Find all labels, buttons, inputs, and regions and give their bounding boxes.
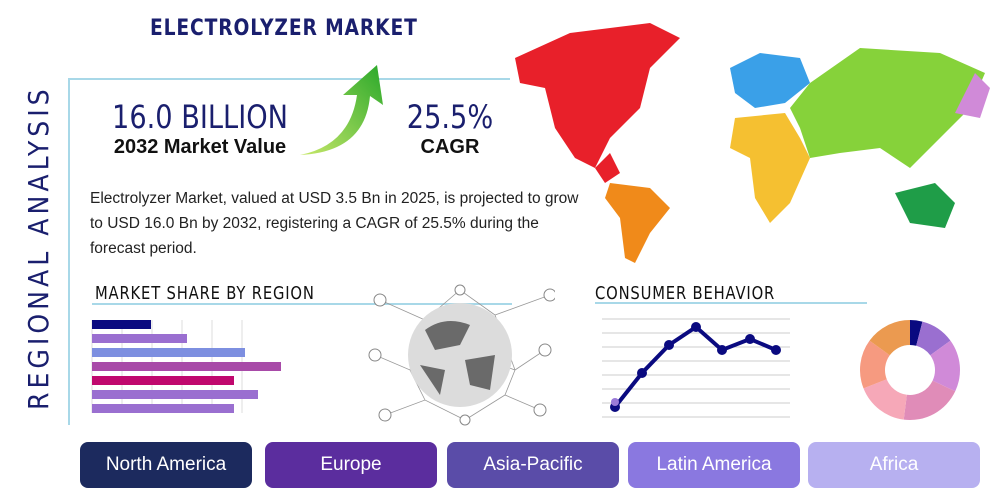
bar: [92, 390, 258, 399]
network-globe-icon: [368, 284, 555, 426]
donut-slice: [869, 320, 910, 356]
market-description: Electrolyzer Market, valued at USD 3.5 B…: [90, 190, 579, 257]
donut-slice: [903, 380, 956, 420]
point: [637, 368, 647, 378]
donut-slice: [930, 340, 960, 392]
cagr-block: 25.5% CAGR: [395, 98, 505, 159]
bar: [92, 320, 151, 329]
point: [717, 345, 727, 355]
point: [691, 322, 701, 332]
market-share-bars: [91, 320, 281, 413]
region-button-north-america[interactable]: North America: [80, 442, 252, 488]
region-button-asia-pacific[interactable]: Asia-Pacific: [447, 442, 619, 488]
point: [611, 398, 619, 406]
bar: [92, 348, 245, 357]
market-value-block: 16.0 BILLION 2032 Market Value: [95, 98, 305, 159]
consumer-behavior-heading: CONSUMER BEHAVIOR: [595, 283, 776, 304]
consumer-donut-chart: [860, 320, 960, 420]
donut-slice: [860, 340, 890, 389]
market-value-label: 2032 Market Value: [113, 136, 287, 158]
world-map: [515, 23, 990, 263]
growth-arrow-icon: [300, 65, 383, 155]
bar: [92, 334, 187, 343]
divider: [595, 302, 867, 304]
region-button-africa[interactable]: Africa: [808, 442, 980, 488]
consumer-line-chart: [602, 318, 790, 418]
region-button-latin-america[interactable]: Latin America: [628, 442, 800, 488]
cagr-label: CAGR: [420, 136, 480, 158]
donut-slice: [916, 321, 951, 356]
divider: [92, 303, 512, 305]
bar: [92, 362, 281, 371]
point: [745, 334, 755, 344]
market-share-heading: MARKET SHARE BY REGION: [95, 283, 315, 304]
point: [664, 340, 674, 350]
side-label: REGIONAL ANALYSIS: [22, 85, 55, 410]
bar: [92, 404, 234, 413]
page-title: ELECTROLYZER MARKET: [150, 16, 418, 41]
point: [771, 345, 781, 355]
market-value: 16.0 BILLION: [112, 98, 288, 136]
content-frame: [68, 78, 510, 425]
bar: [92, 376, 234, 385]
donut-slice: [863, 379, 907, 420]
region-button-europe[interactable]: Europe: [265, 442, 437, 488]
cagr-value: 25.5%: [406, 98, 494, 136]
donut-slice: [910, 320, 923, 346]
